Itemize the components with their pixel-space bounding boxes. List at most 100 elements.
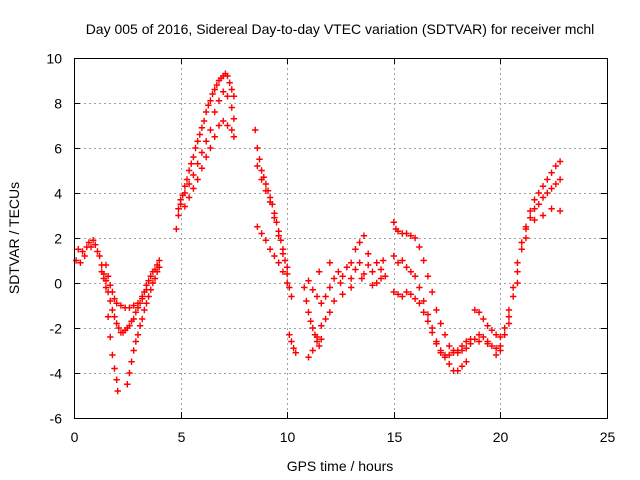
data-point xyxy=(153,268,161,275)
data-point xyxy=(492,351,500,359)
data-point xyxy=(497,333,504,341)
data-point xyxy=(286,284,293,291)
data-point xyxy=(509,284,517,291)
data-point xyxy=(365,250,372,257)
data-point xyxy=(262,237,270,244)
data-point xyxy=(315,342,323,350)
data-point xyxy=(360,270,368,278)
data-point xyxy=(284,279,291,287)
data-point xyxy=(200,117,208,125)
data-point xyxy=(286,331,293,338)
data-point xyxy=(467,336,474,343)
data-point xyxy=(254,162,261,170)
data-point xyxy=(535,201,542,208)
data-point xyxy=(224,93,231,100)
data-point xyxy=(518,246,525,253)
data-point xyxy=(446,360,453,368)
data-point xyxy=(480,315,487,323)
data-point xyxy=(220,88,227,95)
data-point xyxy=(373,259,380,266)
data-point xyxy=(230,93,238,100)
data-point xyxy=(132,309,140,316)
data-point xyxy=(337,279,344,287)
data-point xyxy=(288,293,295,300)
data-point xyxy=(202,153,210,161)
data-point xyxy=(194,176,201,183)
data-point xyxy=(407,232,415,239)
data-point xyxy=(475,309,483,316)
data-point xyxy=(185,167,193,174)
data-point xyxy=(175,212,182,219)
data-point xyxy=(480,333,487,341)
data-point xyxy=(535,189,542,197)
data-point xyxy=(552,162,560,170)
data-point xyxy=(399,293,406,300)
data-point xyxy=(390,288,397,296)
data-point xyxy=(198,124,206,131)
data-point xyxy=(254,223,261,230)
data-point xyxy=(228,126,235,134)
data-point xyxy=(202,138,210,145)
data-point xyxy=(181,183,189,190)
data-point xyxy=(185,194,193,201)
data-point xyxy=(124,381,131,388)
data-point xyxy=(145,277,152,284)
data-point xyxy=(81,252,88,260)
y-tick-label: -2 xyxy=(50,321,63,337)
data-point xyxy=(379,257,387,264)
data-marks xyxy=(72,70,564,395)
data-point xyxy=(309,286,316,293)
data-point xyxy=(424,273,432,280)
data-point xyxy=(192,144,199,152)
data-point xyxy=(113,300,120,307)
data-point xyxy=(501,324,508,332)
data-point xyxy=(424,311,432,318)
data-point xyxy=(75,246,82,253)
data-point xyxy=(87,243,95,251)
data-point xyxy=(505,313,513,320)
data-point xyxy=(77,259,84,266)
data-point xyxy=(522,234,530,242)
data-point xyxy=(252,126,259,134)
data-point xyxy=(258,176,265,183)
data-point xyxy=(527,207,534,215)
y-tick-labels: -6 -4 -2 0 2 4 6 8 10 xyxy=(46,51,62,427)
data-point xyxy=(139,315,146,323)
data-point xyxy=(358,275,366,282)
data-point xyxy=(114,387,121,395)
data-point xyxy=(322,315,329,323)
data-point xyxy=(394,291,402,298)
data-point xyxy=(202,108,210,116)
data-point xyxy=(173,225,180,233)
data-point xyxy=(107,297,114,305)
data-point xyxy=(352,246,359,253)
data-point xyxy=(102,261,110,269)
data-point xyxy=(347,259,355,266)
data-point xyxy=(531,196,538,203)
data-point xyxy=(463,345,470,352)
data-point xyxy=(130,315,137,323)
data-point xyxy=(92,241,99,248)
data-point xyxy=(145,293,152,300)
data-point xyxy=(527,214,534,221)
data-point xyxy=(556,207,564,215)
data-point xyxy=(281,257,289,264)
data-point xyxy=(433,306,440,314)
data-point xyxy=(258,230,265,237)
x-tick-label: 5 xyxy=(178,429,186,445)
data-point xyxy=(394,228,402,235)
data-point xyxy=(79,248,86,255)
data-point xyxy=(284,264,291,271)
data-point xyxy=(428,329,436,336)
data-point xyxy=(416,300,423,307)
data-point xyxy=(437,320,444,327)
data-point xyxy=(196,131,203,138)
data-point xyxy=(318,300,325,307)
data-point xyxy=(188,160,195,167)
data-point xyxy=(360,232,368,239)
data-point xyxy=(215,97,223,104)
data-point xyxy=(548,185,555,192)
data-point xyxy=(130,347,137,354)
data-point xyxy=(109,288,116,296)
data-point xyxy=(369,282,376,289)
